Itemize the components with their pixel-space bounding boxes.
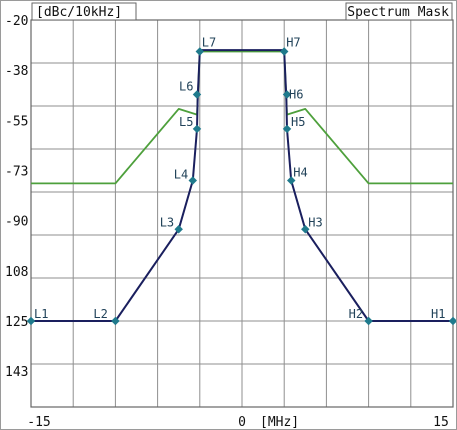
limit-point-label: H7 [286, 36, 300, 50]
limit-point-label: H4 [293, 166, 307, 180]
grid [31, 20, 453, 407]
x-tick-labels: -15 0 15 [27, 415, 449, 429]
y-axis-unit-label: [dBc/10kHz] [36, 5, 122, 20]
limit-point-label: H5 [291, 115, 305, 129]
x-axis-unit-label: [MHz] [260, 415, 299, 429]
limit-point-marker [282, 124, 292, 134]
title-box [345, 2, 453, 21]
limit-point-label: L2 [93, 307, 107, 321]
limit-point-marker [192, 124, 202, 134]
limit-point-marker [279, 47, 289, 56]
limit-point-label: L1 [34, 307, 48, 321]
x-tick-label: 15 [433, 415, 449, 429]
y-tick-label: 125 [5, 315, 28, 330]
limit-point-marker [26, 316, 36, 326]
limit-points: L1 L2 L3 L4 L5 L6 L7 H7 H6 H5 H4 H3 H2 H1 [26, 36, 456, 326]
mask-line [31, 50, 453, 185]
limit-point-marker [188, 176, 198, 185]
limit-point-label: L7 [202, 36, 216, 50]
limit-point-label: L3 [160, 215, 174, 229]
chart-title: Spectrum Mask [347, 5, 449, 20]
y-tick-label: -20 [5, 14, 28, 29]
limit-point-marker [286, 176, 296, 185]
spectrum-line [31, 49, 453, 322]
limit-point-label: H1 [431, 307, 445, 321]
limit-point-marker [174, 225, 183, 234]
plot-border [30, 19, 454, 408]
limit-point-label: H2 [349, 307, 363, 321]
y-tick-label: -90 [5, 215, 28, 230]
limit-point-label: L5 [179, 115, 193, 129]
y-tick-label: -55 [5, 114, 28, 129]
limit-point-label: H6 [289, 88, 303, 102]
limit-point-marker [301, 225, 310, 234]
x-tick-label: -15 [27, 415, 50, 429]
limit-point-marker [282, 90, 292, 99]
y-tick-labels: -20 -38 -55 -73 -90 108 125 143 [5, 14, 28, 380]
x-tick-label: 0 [238, 415, 246, 429]
unit-label-box [31, 2, 137, 21]
y-tick-label: 143 [5, 365, 28, 380]
limit-point-marker [192, 90, 202, 99]
limit-point-label: L4 [174, 168, 188, 182]
limit-point-label: H3 [308, 215, 322, 229]
limit-point-marker [195, 47, 205, 56]
limit-point-marker [448, 316, 456, 326]
limit-point-marker [364, 316, 373, 326]
series [31, 49, 453, 322]
y-tick-label: 108 [5, 265, 28, 280]
y-tick-label: -73 [5, 165, 28, 180]
limit-point-label: L6 [179, 80, 193, 94]
limit-point-marker [111, 316, 120, 326]
y-tick-label: -38 [5, 64, 28, 79]
